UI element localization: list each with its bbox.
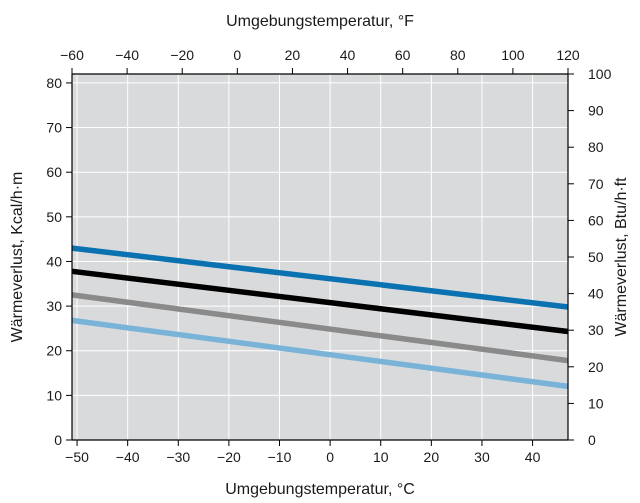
y2-tick-label: 40 — [588, 286, 604, 302]
x2-tick-label: 100 — [501, 47, 525, 63]
y2-tick-label: 60 — [588, 212, 604, 228]
x2-tick-label: −20 — [170, 47, 194, 63]
y2-tick-label: 70 — [588, 176, 604, 192]
series-line — [71, 245, 569, 310]
x-tick-label: 30 — [474, 449, 490, 465]
y2-tick-label: 100 — [588, 66, 612, 82]
y-tick-label: 40 — [46, 253, 62, 269]
x-tick-label: −10 — [268, 449, 292, 465]
y2-tick-label: 50 — [588, 249, 604, 265]
x-tick-label: −30 — [166, 449, 190, 465]
x2-tick-label: 0 — [233, 47, 241, 63]
series-line — [71, 292, 569, 364]
x-axis-title: Umgebungstemperatur, °C — [225, 481, 415, 498]
x-tick-label: 20 — [424, 449, 440, 465]
y2-axis-title: Wärmeverlust, Btu/h·ft — [613, 177, 630, 337]
y2-tick-label: 30 — [588, 322, 604, 338]
axes: −50 −40 −30 −20 −10 0 10 20 30 40 −60 −40 −20 0 20 40 60… — [46, 47, 611, 465]
y-axis-title: Wärmeverlust, Kcal/h·m — [9, 172, 26, 343]
x-tick-label: −20 — [217, 449, 241, 465]
series-line — [71, 268, 569, 335]
x2-tick-label: −40 — [115, 47, 139, 63]
y-tick-label: 50 — [46, 209, 62, 225]
y-tick-label: 70 — [46, 120, 62, 136]
x-tick-label: 10 — [373, 449, 389, 465]
y2-tick-label: 10 — [588, 395, 604, 411]
x2-tick-label: −60 — [60, 47, 84, 63]
x-tick-label: 0 — [326, 449, 334, 465]
y-tick-label: 10 — [46, 387, 62, 403]
x2-tick-label: 120 — [556, 47, 580, 63]
y2-tick-label: 0 — [588, 432, 596, 448]
y-tick-label: 80 — [46, 75, 62, 91]
y2-tick-label: 90 — [588, 103, 604, 119]
y2-tick-label: 20 — [588, 359, 604, 375]
x-tick-label: −50 — [65, 449, 89, 465]
x2-tick-label: 60 — [395, 47, 411, 63]
y2-tick-label: 80 — [588, 139, 604, 155]
x2-axis-title: Umgebungstemperatur, °F — [226, 13, 414, 30]
series-line — [71, 317, 569, 390]
x2-tick-label: 20 — [285, 47, 301, 63]
x2-tick-label: 40 — [340, 47, 356, 63]
x2-tick-label: 80 — [450, 47, 466, 63]
y-tick-label: 0 — [54, 432, 62, 448]
x-tick-label: 40 — [525, 449, 541, 465]
y-tick-label: 30 — [46, 298, 62, 314]
y-tick-label: 60 — [46, 164, 62, 180]
y-tick-label: 20 — [46, 343, 62, 359]
x-tick-label: −40 — [116, 449, 140, 465]
series-lines — [71, 245, 569, 390]
